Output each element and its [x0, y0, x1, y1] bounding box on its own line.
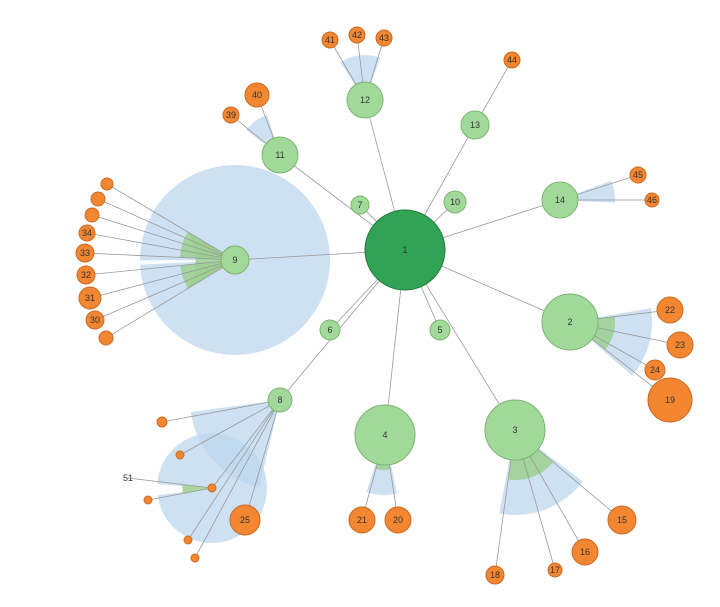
node-31[interactable]: [79, 287, 101, 309]
node-3[interactable]: [485, 400, 545, 460]
node-36[interactable]: [91, 192, 105, 206]
node-40[interactable]: [245, 83, 269, 107]
node-1[interactable]: [365, 210, 445, 290]
node-30[interactable]: [86, 311, 104, 329]
node-17[interactable]: [548, 563, 562, 577]
node-20[interactable]: [385, 507, 411, 533]
node-35[interactable]: [85, 208, 99, 222]
node-29[interactable]: [191, 554, 199, 562]
node-43[interactable]: [376, 30, 392, 46]
network-diagram: 1234567891011121314151617181922232420212…: [0, 0, 720, 607]
node-32[interactable]: [77, 266, 95, 284]
node-28[interactable]: [184, 536, 192, 544]
node-8[interactable]: [268, 388, 292, 412]
node-46[interactable]: [645, 193, 659, 207]
node-11[interactable]: [262, 137, 298, 173]
node-9[interactable]: [221, 246, 249, 274]
node-6[interactable]: [320, 320, 340, 340]
node-38[interactable]: [99, 331, 113, 345]
node-45[interactable]: [630, 167, 646, 183]
node-26[interactable]: [157, 417, 167, 427]
node-41[interactable]: [322, 32, 338, 48]
node-37[interactable]: [101, 178, 113, 190]
node-22[interactable]: [657, 297, 683, 323]
node-10[interactable]: [444, 191, 466, 213]
node-15[interactable]: [608, 506, 636, 534]
node-7[interactable]: [351, 196, 369, 214]
node-21[interactable]: [349, 507, 375, 533]
node-24[interactable]: [645, 360, 665, 380]
node-4[interactable]: [355, 405, 415, 465]
node-13[interactable]: [461, 111, 489, 139]
node-18[interactable]: [486, 566, 504, 584]
node-14[interactable]: [542, 182, 578, 218]
node-19[interactable]: [648, 378, 692, 422]
node-12[interactable]: [347, 82, 383, 118]
node-27[interactable]: [176, 451, 184, 459]
node-33[interactable]: [76, 244, 94, 262]
node-23[interactable]: [667, 332, 693, 358]
node-42[interactable]: [349, 27, 365, 43]
node-5[interactable]: [430, 320, 450, 340]
node-16[interactable]: [572, 539, 598, 565]
node-44[interactable]: [504, 52, 520, 68]
node-39[interactable]: [223, 107, 239, 123]
node-8b[interactable]: [208, 484, 216, 492]
node-52[interactable]: [144, 496, 152, 504]
node-2[interactable]: [542, 294, 598, 350]
node-25[interactable]: [230, 505, 260, 535]
node-34[interactable]: [79, 225, 95, 241]
